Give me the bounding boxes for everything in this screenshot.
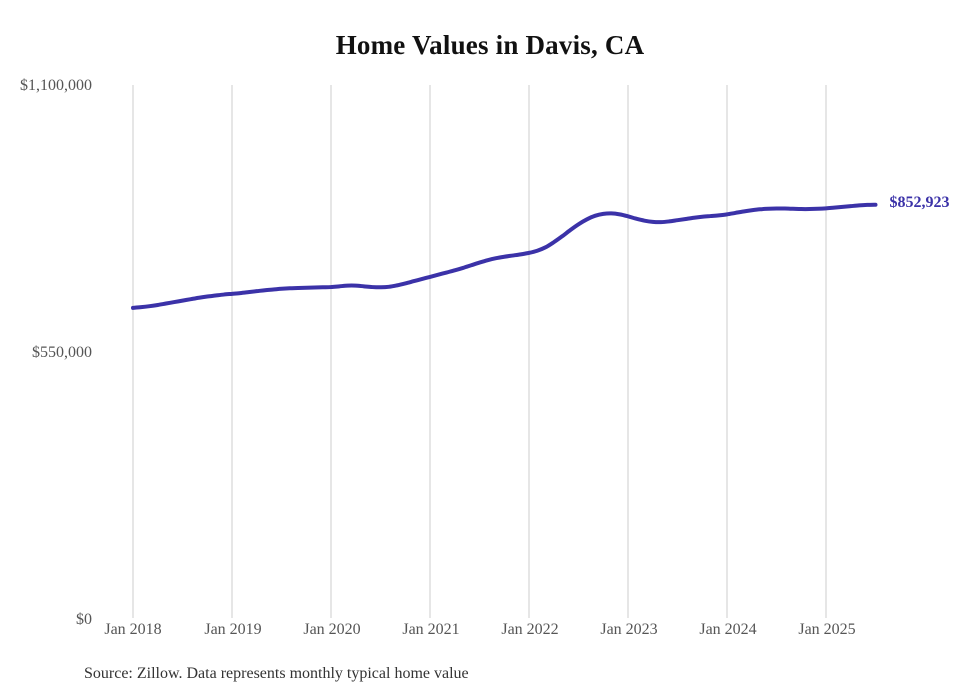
y-tick-label-mid: $550,000 (32, 344, 92, 361)
x-tick-label-jan-2024: Jan 2024 (699, 621, 757, 638)
vertical-gridlines (132, 85, 827, 618)
x-tick-label-jan-2025: Jan 2025 (798, 621, 856, 638)
x-tick-label-jan-2022: Jan 2022 (501, 621, 559, 638)
chart-title: Home Values in Davis, CA (335, 30, 645, 60)
x-tick-label-jan-2018: Jan 2018 (104, 621, 162, 638)
x-tick-label-jan-2023: Jan 2023 (600, 621, 658, 638)
x-tick-label-jan-2019: Jan 2019 (204, 621, 262, 638)
x-tick-label-jan-2020: Jan 2020 (303, 621, 361, 638)
source-note: Source: Zillow. Data represents monthly … (84, 665, 469, 682)
y-tick-label-zero: $0 (76, 611, 92, 628)
y-tick-label-top: $1,100,000 (20, 77, 92, 94)
end-value-label: $852,923 (889, 193, 950, 211)
x-tick-label-jan-2021: Jan 2021 (402, 621, 460, 638)
home-value-line-series (131, 202, 878, 310)
